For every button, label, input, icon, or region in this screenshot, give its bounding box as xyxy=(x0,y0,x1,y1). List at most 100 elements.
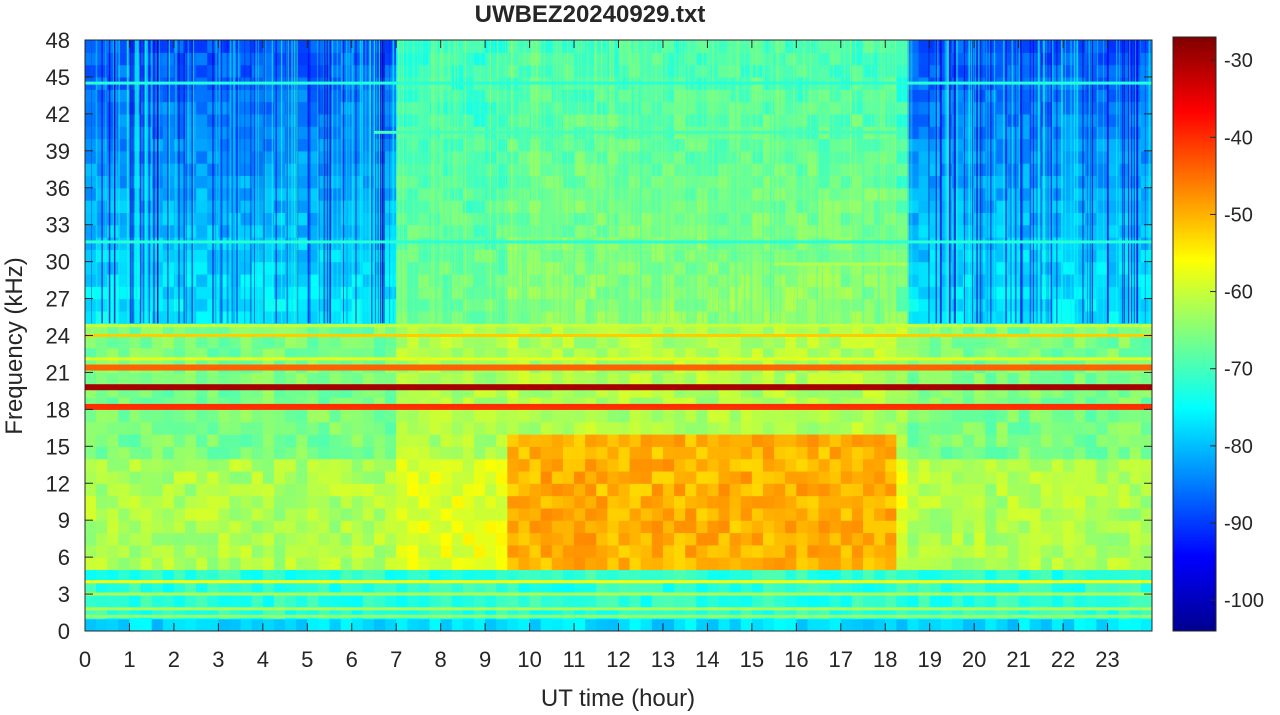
spectrogram-cell xyxy=(462,544,475,558)
spectrogram-cell xyxy=(118,224,131,238)
spectrogram-cell xyxy=(407,483,420,497)
spectrogram-cell xyxy=(818,113,831,127)
spectrogram-cell xyxy=(651,544,664,558)
spectrogram-cell xyxy=(218,335,231,349)
spectrogram-cell xyxy=(1040,372,1053,386)
noise-stripe xyxy=(750,40,752,324)
spectrogram-cell xyxy=(262,458,275,472)
spectrogram-cell xyxy=(774,409,786,423)
spectrogram-cell xyxy=(985,323,997,337)
noise-stripe xyxy=(956,40,958,324)
spectrogram-cell xyxy=(607,273,620,287)
spectrogram-cell xyxy=(640,495,653,509)
spectrogram-cell xyxy=(618,470,631,484)
spectrogram-cell xyxy=(296,138,308,152)
spectrogram-cell xyxy=(840,372,853,386)
spectrogram-cell xyxy=(718,409,731,423)
noise-stripe xyxy=(294,40,296,324)
spectrogram-cell xyxy=(496,446,508,460)
spectrogram-cell xyxy=(674,101,686,115)
noise-stripe xyxy=(535,40,537,324)
spectrogram-cell xyxy=(674,212,686,226)
spectrogram-cell xyxy=(918,249,931,263)
noise-stripe xyxy=(359,40,362,324)
spectrogram-cell xyxy=(1040,569,1053,583)
spectrogram-cell xyxy=(874,434,886,447)
spectrogram-cell xyxy=(785,323,797,337)
spectrogram-cell xyxy=(607,532,620,546)
spectrogram-cell xyxy=(1007,237,1020,250)
spectrogram-cell xyxy=(718,323,731,337)
spectrogram-cell xyxy=(329,175,342,189)
spectrogram-cell xyxy=(1029,89,1042,103)
spectrogram-cell xyxy=(196,212,208,226)
spectrogram-cell xyxy=(996,212,1009,226)
spectrogram-cell xyxy=(974,187,986,201)
spectrogram-cell xyxy=(340,458,353,472)
spectrogram-cell xyxy=(785,594,797,607)
spectrogram-cell xyxy=(496,569,508,583)
spectrogram-cell xyxy=(429,446,442,460)
spectrogram-cell xyxy=(296,347,308,361)
spectrogram-cell xyxy=(951,52,964,66)
spectrogram-cell xyxy=(129,458,142,472)
spectrogram-cell xyxy=(918,458,931,472)
spectrogram-cell xyxy=(1074,397,1086,410)
spectrogram-cell xyxy=(774,397,786,410)
noise-stripe xyxy=(254,40,255,324)
spectrogram-cell xyxy=(462,175,475,189)
spectrogram-cell xyxy=(751,606,764,620)
spectrogram-cell xyxy=(685,409,697,423)
spectrogram-cell xyxy=(373,557,386,571)
noise-stripe xyxy=(389,40,391,324)
spectrogram-cell xyxy=(285,483,297,497)
spectrogram-cell xyxy=(362,421,375,435)
spectrogram-cell xyxy=(607,113,620,127)
spectrogram-cell xyxy=(485,507,497,521)
spectrogram-cell xyxy=(807,187,820,201)
spectrogram-cell xyxy=(762,310,775,324)
spectrogram-cell xyxy=(696,483,709,497)
spectrogram-cell xyxy=(607,446,620,460)
spectrogram-cell xyxy=(362,483,375,497)
spectrogram-cell xyxy=(585,384,597,398)
spectrogram-cell xyxy=(729,150,742,164)
spectrogram-cell xyxy=(496,606,508,620)
spectrogram-cell xyxy=(951,434,964,447)
spectrogram-cell xyxy=(662,544,675,558)
spectrogram-cell xyxy=(951,40,964,53)
spectrogram-cell xyxy=(796,335,809,349)
spectrogram-cell xyxy=(85,470,97,484)
spectrogram-cell xyxy=(1063,606,1075,620)
spectrogram-cell xyxy=(1140,434,1152,447)
spectrogram-cell xyxy=(418,212,431,226)
spectrogram-cell xyxy=(251,298,264,312)
spectrogram-cell xyxy=(307,249,319,263)
spectrogram-cell xyxy=(885,409,897,423)
spectrogram-cell xyxy=(951,495,964,509)
spectrogram-cell xyxy=(440,237,453,250)
spectrogram-cell xyxy=(229,470,242,484)
spectrogram-cell xyxy=(329,594,342,607)
spectrogram-cell xyxy=(540,606,553,620)
spectrogram-cell xyxy=(262,569,275,583)
spectrogram-cell xyxy=(762,64,775,78)
spectrogram-cell xyxy=(307,310,319,324)
spectrogram-cell xyxy=(185,507,197,521)
spectrogram-cell xyxy=(1085,557,1098,571)
spectrogram-cell xyxy=(607,310,620,324)
spectrogram-cell xyxy=(1096,40,1109,53)
noise-stripe xyxy=(821,40,823,324)
noise-stripe xyxy=(678,40,681,324)
spectrogram-cell xyxy=(1029,581,1042,595)
spectrogram-cell xyxy=(273,557,286,571)
spectrogram-cell xyxy=(1018,310,1031,324)
spectrogram-cell xyxy=(129,335,142,349)
spectrogram-cell xyxy=(351,101,364,115)
spectrogram-cell xyxy=(496,52,508,66)
spectrogram-cell xyxy=(1051,594,1064,607)
spectrogram-cell xyxy=(640,581,653,595)
spectrogram-cell xyxy=(507,495,520,509)
spectrogram-cell xyxy=(729,483,742,497)
spectrogram-cell xyxy=(1018,163,1031,177)
